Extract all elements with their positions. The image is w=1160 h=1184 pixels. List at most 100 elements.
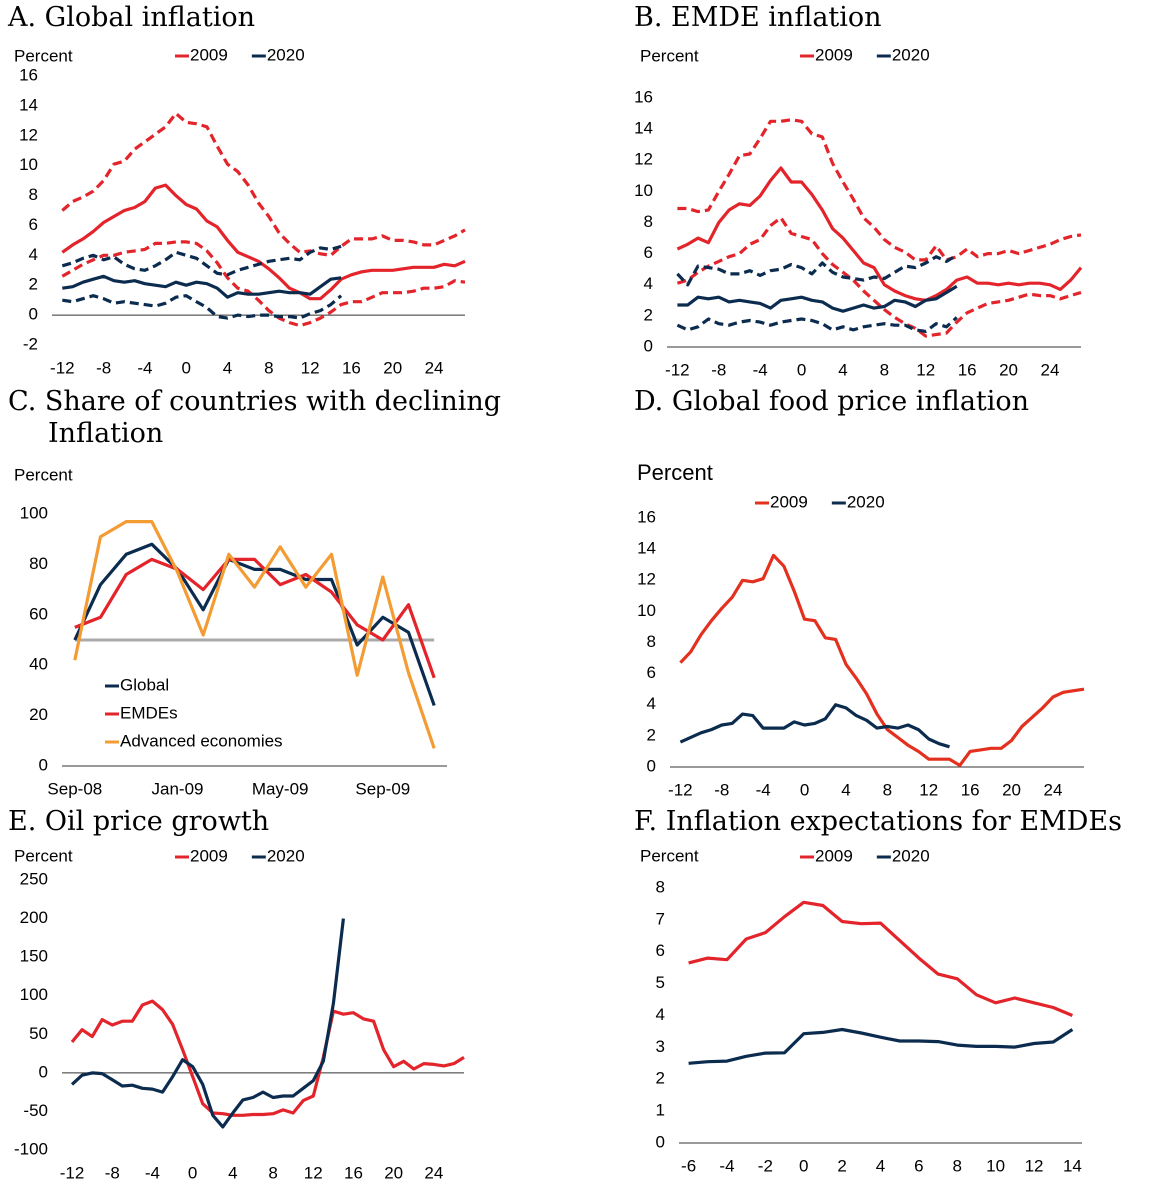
x-tick-label: 24 [1040,360,1059,379]
band-line [62,294,343,320]
y-tick-label: 12 [637,570,656,589]
y-tick-label: 1 [656,1101,665,1120]
chart-title: C. Share of countries with declining Inf… [8,386,502,449]
y-tick-label: 5 [656,973,665,992]
y-tick-label: 4 [656,1005,665,1024]
x-tick-label: -8 [96,358,111,377]
band-line [61,111,466,257]
y-tick-label: -50 [23,1101,48,1120]
x-tick-label: 12 [301,358,320,377]
x-tick-label: 16 [344,1163,363,1182]
x-tick-label: -12 [60,1163,85,1182]
y-tick-label: 2 [29,275,38,294]
x-tick-label: Sep-09 [355,779,410,798]
series-line [688,1027,1074,1065]
x-tick-label: 8 [883,780,892,799]
y-axis-label: Percent [640,846,699,865]
band-line [677,118,1082,262]
series-line [73,520,436,749]
series-line [688,900,1074,1017]
x-tick-label: -8 [711,360,726,379]
y-tick-label: 4 [29,245,38,264]
x-tick-label: -4 [145,1163,160,1182]
x-tick-label: -4 [753,360,768,379]
x-tick-label: 8 [953,1156,962,1175]
y-axis-label: Percent [640,46,699,65]
series-line [70,918,345,1129]
legend-label: 2009 [815,846,853,865]
legend-label: 2009 [770,492,808,511]
y-tick-label: 0 [644,336,653,355]
x-tick-label: 10 [986,1156,1005,1175]
x-tick-label: 0 [797,360,806,379]
y-tick-label: 8 [647,632,656,651]
x-tick-label: 20 [384,1163,403,1182]
chart-title: D. Global food price inflation [634,386,1030,417]
y-tick-label: 100 [20,985,48,1004]
x-tick-label: -4 [137,358,152,377]
chart-title: A. Global inflation [8,2,255,33]
x-tick-label: 12 [304,1163,323,1182]
y-tick-label: 60 [29,604,48,623]
y-axis-label: Percent [14,846,73,865]
y-tick-label: 0 [29,305,38,324]
x-tick-label: -6 [681,1156,696,1175]
y-tick-label: 8 [29,185,38,204]
legend-label: 2020 [892,846,930,865]
legend-label: Global [120,675,169,694]
series-line [679,703,950,749]
series-line [70,999,465,1117]
legend-label: 2009 [815,45,853,64]
series-line [679,553,1085,767]
band-line [676,316,958,333]
x-tick-label: 4 [841,780,850,799]
x-tick-label: -2 [758,1156,773,1175]
x-tick-label: 12 [916,360,935,379]
band-line [61,244,342,277]
y-tick-label: 12 [634,150,653,169]
y-axis-label: Percent [14,46,73,65]
y-tick-label: 100 [20,503,48,522]
y-tick-label: -100 [14,1139,48,1158]
y-tick-label: 10 [634,181,653,200]
y-tick-label: 16 [637,507,656,526]
y-tick-label: 8 [656,877,665,896]
x-tick-label: Sep-08 [47,779,102,798]
legend-label: 2020 [267,45,305,64]
y-tick-label: 8 [644,212,653,231]
x-tick-label: May-09 [252,779,309,798]
legend-label: EMDEs [120,703,178,722]
x-tick-label: 2 [837,1156,846,1175]
legend-label: Advanced economies [120,731,283,750]
x-tick-label: 14 [1063,1156,1082,1175]
y-tick-label: 6 [29,215,38,234]
y-tick-label: 12 [19,125,38,144]
x-tick-label: 0 [188,1163,197,1182]
x-tick-label: -8 [714,780,729,799]
x-tick-label: 0 [799,1156,808,1175]
x-tick-label: 8 [264,358,273,377]
band-line [676,253,958,287]
series-line [61,183,466,301]
y-tick-label: 6 [647,663,656,682]
y-tick-label: 2 [644,305,653,324]
band-line [61,240,466,328]
x-tick-label: 4 [876,1156,885,1175]
legend-label: 2009 [190,846,228,865]
series-line [62,274,342,299]
x-tick-label: 16 [342,358,361,377]
x-tick-label: 20 [1002,780,1021,799]
y-tick-label: 16 [634,87,653,106]
chart-title: F. Inflation expectations for EMDEs [634,806,1122,837]
series-line [676,166,1083,302]
x-tick-label: 4 [838,360,847,379]
x-tick-label: Jan-09 [152,779,204,798]
y-tick-label: 40 [29,655,48,674]
chart-title: E. Oil price growth [8,806,270,837]
legend-label: 2020 [892,45,930,64]
y-tick-label: 200 [20,908,48,927]
x-tick-label: 0 [181,358,190,377]
x-tick-label: 8 [268,1163,277,1182]
